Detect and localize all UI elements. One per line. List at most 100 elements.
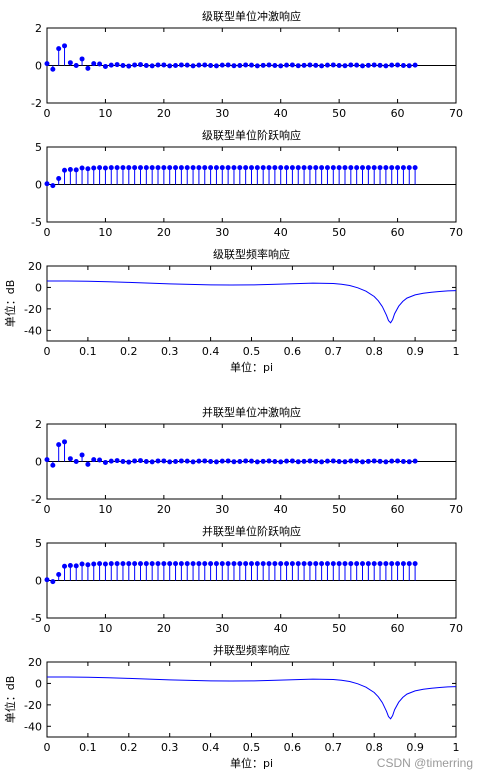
stem-marker: [225, 458, 231, 464]
stem-marker: [324, 561, 330, 567]
x-tick-label: 0.6: [284, 345, 302, 358]
stem-marker: [289, 62, 295, 68]
stem-marker: [219, 165, 225, 171]
stem-marker: [354, 62, 360, 68]
stem-marker: [102, 63, 108, 69]
stem-marker: [365, 561, 371, 567]
stem-marker: [313, 561, 319, 567]
stem-marker: [50, 183, 56, 189]
stem-marker: [108, 62, 114, 68]
stem-marker: [132, 458, 138, 464]
stem-marker: [295, 459, 301, 465]
stem-marker: [219, 62, 225, 68]
x-tick-label: 20: [157, 622, 171, 635]
stem-marker: [360, 63, 366, 69]
x-tick-label: 0.8: [365, 741, 383, 754]
x-tick-label: 0: [44, 503, 51, 516]
stem-marker: [202, 458, 208, 464]
stem-marker: [213, 459, 219, 465]
stem-marker: [97, 165, 103, 171]
stem-marker: [137, 165, 143, 171]
stem-marker: [389, 458, 395, 464]
x-tick-label: 50: [332, 622, 346, 635]
stem-marker: [44, 61, 50, 67]
stem-marker: [67, 167, 73, 172]
stem-marker: [301, 458, 307, 464]
stem-marker: [155, 62, 161, 68]
stem-marker: [114, 165, 120, 171]
stem-marker: [243, 458, 249, 464]
stem-marker: [143, 459, 149, 464]
stem-marker: [400, 459, 406, 464]
stem-marker: [371, 561, 377, 567]
x-tick-label: 20: [157, 226, 171, 239]
stem-marker: [143, 63, 149, 68]
stem-marker: [50, 462, 56, 468]
stem-marker: [56, 442, 62, 448]
stem-marker: [389, 62, 395, 68]
x-tick-label: 70: [449, 622, 463, 635]
stem-marker: [289, 561, 295, 567]
x-tick-label: 0.7: [325, 741, 343, 754]
stem-marker: [313, 62, 319, 68]
stem-marker: [62, 439, 68, 445]
x-tick-label: 0.7: [325, 345, 343, 358]
stem-marker: [389, 561, 395, 567]
stem-marker: [266, 561, 272, 567]
stem-marker: [108, 165, 114, 171]
stem-marker: [313, 165, 319, 171]
stem-marker: [377, 458, 383, 464]
stem-marker: [114, 458, 120, 464]
x-axis-label: 单位：pi: [230, 756, 273, 770]
y-tick-label: 0: [35, 677, 42, 690]
x-tick-label: 0.9: [406, 741, 424, 754]
stem-marker: [97, 561, 103, 567]
stem-marker: [167, 165, 173, 171]
stem-marker: [67, 456, 73, 462]
stem-marker: [126, 459, 132, 465]
stem-marker: [307, 561, 313, 567]
stem-marker: [254, 459, 260, 465]
stem-marker: [225, 62, 231, 68]
y-tick-label: -2: [31, 493, 42, 506]
y-axis-label: 单位：dB: [3, 280, 17, 328]
stem-marker: [348, 165, 354, 171]
stem-marker: [225, 165, 231, 171]
stem-marker: [208, 63, 214, 68]
chart-title: 级联型单位冲激响应: [202, 9, 301, 23]
stem-marker: [56, 176, 62, 181]
stem-marker: [126, 561, 132, 567]
stem-marker: [56, 46, 62, 52]
stem-marker: [237, 561, 243, 567]
x-tick-label: 40: [274, 107, 288, 120]
y-tick-label: 5: [35, 141, 42, 154]
series-line: [47, 676, 457, 720]
stem-marker: [184, 62, 190, 68]
stem-marker: [260, 458, 266, 464]
stem-marker: [85, 65, 91, 71]
x-tick-label: 0: [44, 741, 51, 754]
stem-marker: [400, 561, 406, 567]
stem-marker: [79, 452, 85, 458]
stem-marker: [213, 165, 219, 171]
stem-marker: [184, 561, 190, 567]
stem-marker: [132, 561, 138, 567]
stem-marker: [243, 165, 249, 171]
stem-marker: [190, 561, 196, 567]
stem-marker: [67, 563, 73, 568]
x-tick-label: 0.3: [161, 741, 179, 754]
x-tick-label: 10: [98, 107, 112, 120]
stem-marker: [249, 561, 254, 567]
y-tick-label: 0: [35, 456, 42, 469]
stem-marker: [330, 561, 336, 567]
stem-marker: [208, 165, 214, 171]
x-tick-label: 1: [453, 741, 460, 754]
stem-marker: [395, 165, 401, 171]
y-tick-label: 0: [35, 575, 42, 588]
stem-marker: [178, 561, 184, 567]
chart-title: 并联型单位阶跃响应: [202, 524, 301, 538]
stem-marker: [377, 62, 383, 68]
stem-marker: [295, 165, 301, 171]
